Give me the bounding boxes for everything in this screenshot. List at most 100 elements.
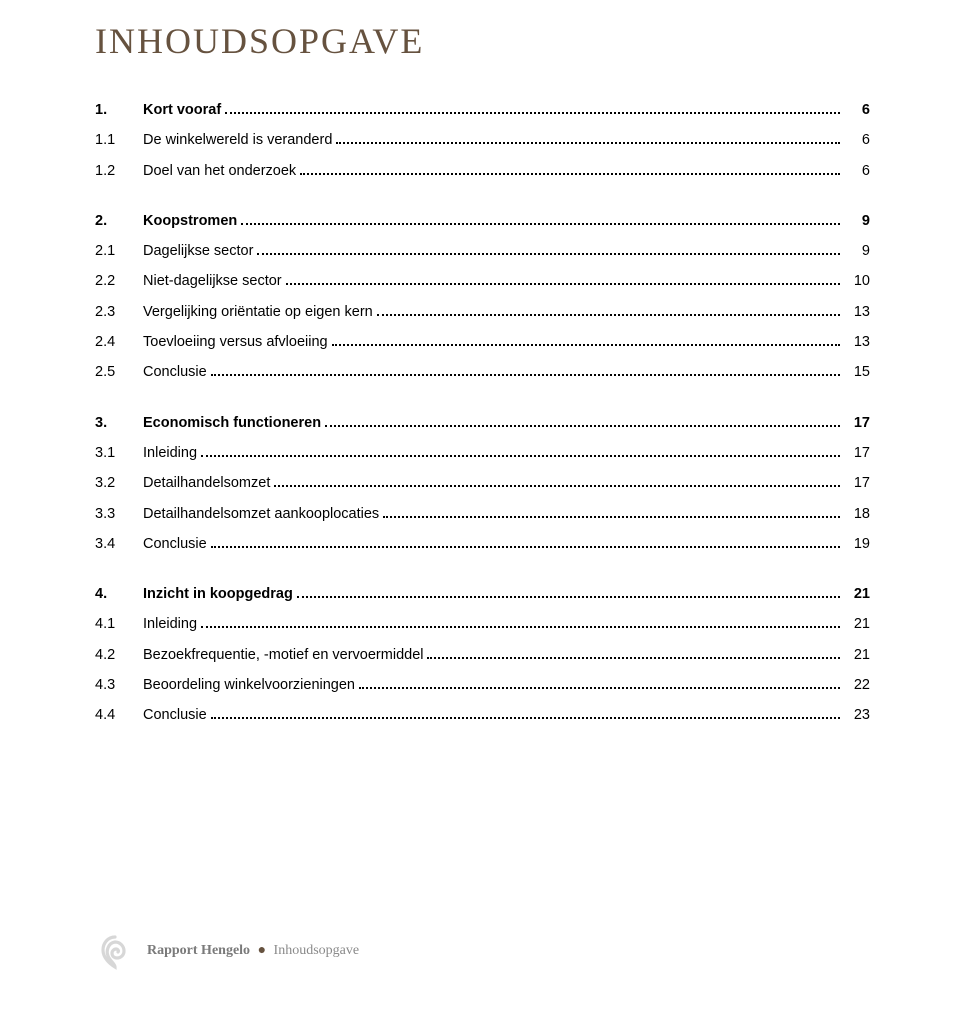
toc-sub-row: 2.3Vergelijking oriëntatie op eigen kern… [95, 302, 870, 322]
toc-sub-row: 3.3Detailhandelsomzet aankooplocaties 18 [95, 504, 870, 524]
toc-leader-dots [257, 253, 840, 255]
toc-sub-page: 13 [844, 302, 870, 322]
toc-sub-label: Conclusie [143, 705, 207, 725]
footer-report-name: Rapport Hengelo [147, 943, 250, 958]
toc-sub-page: 10 [844, 271, 870, 291]
toc-leader-dots [211, 546, 840, 548]
toc-chapter-page: 17 [844, 413, 870, 433]
toc-sub-row: 1.2Doel van het onderzoek 6 [95, 161, 870, 181]
toc-sub-row: 1.1De winkelwereld is veranderd 6 [95, 130, 870, 150]
toc-sub-number: 4.4 [95, 705, 143, 725]
toc-sub-number: 4.1 [95, 614, 143, 634]
toc-chapter-number: 2. [95, 211, 143, 231]
toc-leader-dots [332, 344, 840, 346]
toc-sub-page: 18 [844, 504, 870, 524]
toc-chapter-page: 6 [844, 100, 870, 120]
toc-leader-dots [225, 112, 840, 114]
toc-sub-page: 13 [844, 332, 870, 352]
toc-leader-dots [383, 516, 840, 518]
toc-leader-dots [336, 142, 840, 144]
footer-text: Rapport Hengelo ● Inhoudsopgave [147, 943, 359, 959]
toc-sub-row: 2.5Conclusie 15 [95, 362, 870, 382]
toc-sub-number: 3.3 [95, 504, 143, 524]
toc-chapter-label: Economisch functioneren [143, 413, 321, 433]
toc-sub-label: Inleiding [143, 614, 197, 634]
toc-sub-label: Niet-dagelijkse sector [143, 271, 282, 291]
toc-section: 1.Kort vooraf 61.1De winkelwereld is ver… [95, 100, 870, 181]
toc-sub-label: Beoordeling winkelvoorzieningen [143, 675, 355, 695]
toc-sub-row: 3.1Inleiding 17 [95, 443, 870, 463]
toc-sub-row: 4.3Beoordeling winkelvoorzieningen 22 [95, 675, 870, 695]
toc-sub-label: Bezoekfrequentie, -motief en vervoermidd… [143, 645, 423, 665]
toc-leader-dots [325, 425, 840, 427]
toc-chapter-number: 3. [95, 413, 143, 433]
toc-leader-dots [211, 374, 840, 376]
toc-section: 4.Inzicht in koopgedrag 214.1Inleiding 2… [95, 584, 870, 725]
toc-leader-dots [297, 596, 840, 598]
toc-leader-dots [286, 283, 840, 285]
toc-sub-page: 23 [844, 705, 870, 725]
toc-leader-dots [201, 455, 840, 457]
toc-sub-page: 19 [844, 534, 870, 554]
toc-sub-label: Conclusie [143, 362, 207, 382]
toc-sub-row: 4.1Inleiding 21 [95, 614, 870, 634]
toc-chapter-label: Koopstromen [143, 211, 237, 231]
toc-sub-page: 9 [844, 241, 870, 261]
toc-chapter-label: Kort vooraf [143, 100, 221, 120]
toc-sub-number: 2.2 [95, 271, 143, 291]
toc-sub-page: 21 [844, 614, 870, 634]
toc-sub-label: De winkelwereld is veranderd [143, 130, 332, 150]
toc-chapter-label: Inzicht in koopgedrag [143, 584, 293, 604]
toc-sub-number: 2.4 [95, 332, 143, 352]
toc-sub-row: 4.4Conclusie 23 [95, 705, 870, 725]
toc-sub-page: 15 [844, 362, 870, 382]
toc-leader-dots [377, 314, 840, 316]
toc-leader-dots [300, 173, 840, 175]
toc-sub-label: Detailhandelsomzet aankooplocaties [143, 504, 379, 524]
toc-chapter-page: 9 [844, 211, 870, 231]
toc-sub-label: Inleiding [143, 443, 197, 463]
toc-chapter-row: 4.Inzicht in koopgedrag 21 [95, 584, 870, 604]
toc-leader-dots [241, 223, 840, 225]
toc-leader-dots [359, 687, 840, 689]
toc-sub-number: 3.1 [95, 443, 143, 463]
toc-chapter-number: 1. [95, 100, 143, 120]
toc-sub-label: Conclusie [143, 534, 207, 554]
table-of-contents: 1.Kort vooraf 61.1De winkelwereld is ver… [95, 100, 870, 726]
toc-sub-number: 1.2 [95, 161, 143, 181]
page-heading: INHOUDSOPGAVE [95, 20, 870, 62]
toc-leader-dots [201, 626, 840, 628]
toc-chapter-row: 1.Kort vooraf 6 [95, 100, 870, 120]
toc-sub-label: Dagelijkse sector [143, 241, 253, 261]
toc-sub-page: 6 [844, 130, 870, 150]
toc-sub-label: Toevloeiing versus afvloeiing [143, 332, 328, 352]
toc-sub-number: 2.5 [95, 362, 143, 382]
toc-sub-number: 2.1 [95, 241, 143, 261]
page-footer: Rapport Hengelo ● Inhoudsopgave [95, 931, 359, 971]
footer-section-name: Inhoudsopgave [274, 943, 360, 958]
toc-sub-row: 2.1Dagelijkse sector 9 [95, 241, 870, 261]
toc-chapter-number: 4. [95, 584, 143, 604]
toc-sub-number: 3.4 [95, 534, 143, 554]
toc-sub-page: 6 [844, 161, 870, 181]
toc-sub-page: 21 [844, 645, 870, 665]
toc-sub-page: 17 [844, 443, 870, 463]
toc-chapter-page: 21 [844, 584, 870, 604]
toc-leader-dots [211, 717, 840, 719]
toc-sub-number: 4.2 [95, 645, 143, 665]
toc-sub-row: 3.2Detailhandelsomzet 17 [95, 473, 870, 493]
toc-sub-row: 2.2Niet-dagelijkse sector 10 [95, 271, 870, 291]
toc-section: 3.Economisch functioneren 173.1Inleiding… [95, 413, 870, 554]
footer-separator-icon: ● [258, 943, 266, 958]
toc-sub-page: 22 [844, 675, 870, 695]
toc-sub-label: Vergelijking oriëntatie op eigen kern [143, 302, 373, 322]
logo-icon [95, 931, 135, 971]
toc-sub-row: 2.4Toevloeiing versus afvloeiing 13 [95, 332, 870, 352]
toc-chapter-row: 2.Koopstromen 9 [95, 211, 870, 231]
toc-leader-dots [274, 485, 840, 487]
toc-sub-row: 4.2Bezoekfrequentie, -motief en vervoerm… [95, 645, 870, 665]
toc-sub-label: Detailhandelsomzet [143, 473, 270, 493]
toc-sub-number: 2.3 [95, 302, 143, 322]
toc-sub-row: 3.4Conclusie 19 [95, 534, 870, 554]
toc-sub-number: 3.2 [95, 473, 143, 493]
